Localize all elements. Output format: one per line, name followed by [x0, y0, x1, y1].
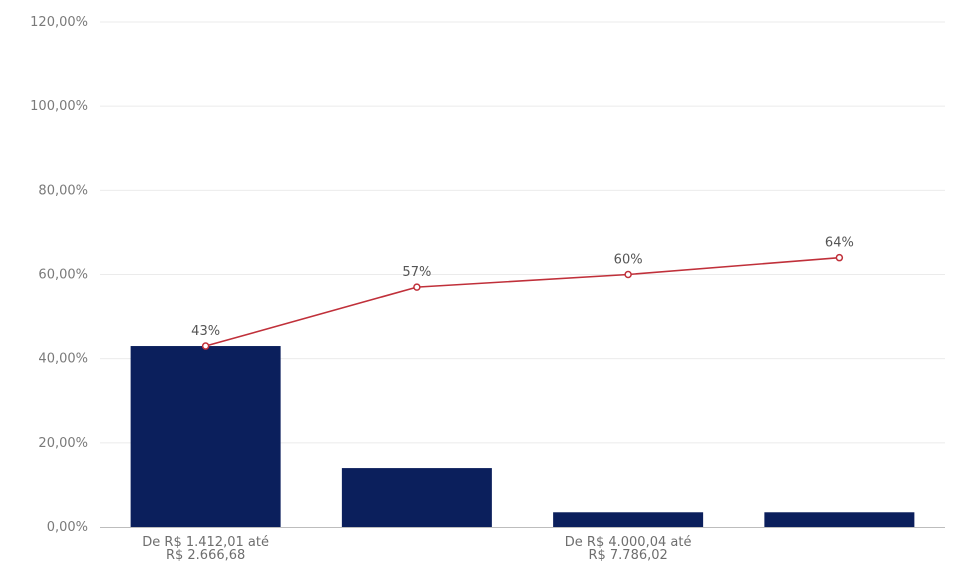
- cumulative-line: [205, 256, 840, 347]
- bar: [130, 346, 281, 527]
- y-tick-label: 40,00%: [38, 352, 88, 367]
- x-tick-label: De R$ 1.412,01 até: [142, 535, 269, 550]
- bar: [764, 512, 915, 527]
- line-point: [201, 342, 210, 350]
- y-tick-label: 120,00%: [30, 15, 88, 30]
- data-label: 43%: [191, 324, 220, 339]
- x-tick-label: De R$ 4.000,04 até: [565, 535, 692, 550]
- y-tick-label: 100,00%: [30, 99, 88, 114]
- y-tick-label: 80,00%: [38, 183, 88, 198]
- y-tick-label: 0,00%: [47, 520, 88, 535]
- data-label: 57%: [402, 265, 431, 280]
- data-label: 60%: [614, 253, 643, 268]
- line-point: [624, 270, 632, 279]
- y-tick-label: 20,00%: [38, 436, 88, 451]
- x-tick-label: R$ 7.786,02: [588, 548, 667, 562]
- bar: [553, 512, 704, 527]
- y-tick-label: 60,00%: [38, 268, 88, 283]
- line-point: [835, 253, 844, 262]
- x-tick-label: R$ 2.666,68: [166, 548, 245, 562]
- data-label: 64%: [825, 236, 854, 251]
- line-point: [413, 283, 421, 291]
- bar: [341, 468, 492, 527]
